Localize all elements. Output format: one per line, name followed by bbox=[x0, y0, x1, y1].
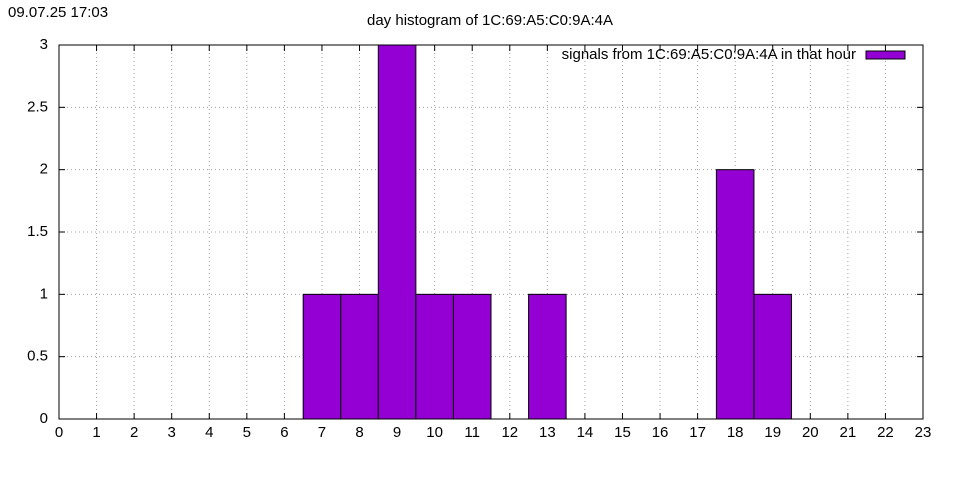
x-tick-label: 19 bbox=[764, 424, 781, 441]
bar bbox=[753, 293, 793, 420]
bar bbox=[528, 293, 567, 420]
x-tick-label: 22 bbox=[877, 424, 894, 441]
bar bbox=[377, 44, 417, 420]
x-tick-label: 20 bbox=[802, 424, 819, 441]
bar bbox=[340, 293, 379, 420]
x-tick-label: 9 bbox=[393, 424, 401, 441]
x-tick-label: 23 bbox=[915, 424, 932, 441]
x-tick-label: 6 bbox=[280, 424, 288, 441]
x-tick-label: 17 bbox=[689, 424, 706, 441]
bar bbox=[452, 293, 492, 420]
bar bbox=[302, 293, 342, 420]
x-tick-label: 16 bbox=[652, 424, 669, 441]
x-tick-label: 3 bbox=[168, 424, 176, 441]
x-tick-label: 8 bbox=[355, 424, 363, 441]
x-tick-label: 21 bbox=[840, 424, 857, 441]
y-tick-label: 1.5 bbox=[27, 223, 48, 240]
y-tick-label: 3 bbox=[40, 36, 48, 53]
chart-title: day histogram of 1C:69:A5:C0:9A:4A bbox=[367, 12, 613, 29]
x-tick-label: 11 bbox=[464, 424, 480, 441]
y-tick-label: 2.5 bbox=[27, 98, 48, 115]
x-tick-label: 18 bbox=[727, 424, 744, 441]
x-tick-label: 10 bbox=[426, 424, 443, 441]
bar bbox=[415, 293, 454, 420]
x-tick-label: 13 bbox=[539, 424, 556, 441]
y-tick-label: 2 bbox=[40, 161, 48, 178]
x-tick-label: 7 bbox=[318, 424, 326, 441]
y-tick-label: 1 bbox=[40, 285, 48, 302]
legend-swatch bbox=[865, 50, 906, 60]
timestamp: 09.07.25 17:03 bbox=[8, 4, 108, 21]
x-tick-label: 4 bbox=[205, 424, 213, 441]
y-tick-label: 0 bbox=[40, 410, 48, 427]
legend-label: signals from 1C:69:A5:C0:9A:4A in that h… bbox=[562, 46, 856, 63]
x-tick-label: 15 bbox=[614, 424, 631, 441]
x-tick-label: 1 bbox=[92, 424, 100, 441]
x-tick-label: 2 bbox=[130, 424, 138, 441]
bar bbox=[715, 169, 755, 420]
x-tick-label: 5 bbox=[243, 424, 251, 441]
x-tick-label: 14 bbox=[577, 424, 594, 441]
y-tick-label: 0.5 bbox=[27, 348, 48, 365]
plot-border bbox=[58, 44, 924, 420]
x-tick-label: 12 bbox=[501, 424, 518, 441]
x-tick-label: 0 bbox=[55, 424, 63, 441]
